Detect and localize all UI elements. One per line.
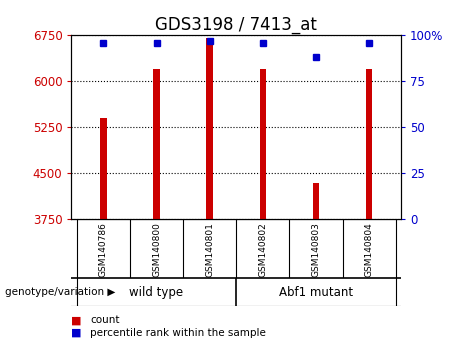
Text: percentile rank within the sample: percentile rank within the sample bbox=[90, 328, 266, 338]
Bar bbox=[100, 118, 106, 219]
Bar bbox=[260, 69, 266, 219]
Text: ■: ■ bbox=[71, 328, 82, 338]
Text: count: count bbox=[90, 315, 119, 325]
Text: genotype/variation ▶: genotype/variation ▶ bbox=[5, 287, 115, 297]
Bar bbox=[154, 69, 160, 219]
Text: Abf1 mutant: Abf1 mutant bbox=[279, 286, 353, 298]
Text: ■: ■ bbox=[71, 315, 82, 325]
Text: wild type: wild type bbox=[130, 286, 183, 298]
Bar bbox=[366, 69, 372, 219]
Text: GSM140804: GSM140804 bbox=[365, 222, 374, 277]
Text: GSM140801: GSM140801 bbox=[205, 222, 214, 277]
Text: GSM140802: GSM140802 bbox=[258, 222, 267, 277]
Text: GSM140786: GSM140786 bbox=[99, 222, 108, 277]
Title: GDS3198 / 7413_at: GDS3198 / 7413_at bbox=[155, 16, 317, 34]
Bar bbox=[313, 183, 319, 219]
Bar bbox=[207, 39, 213, 219]
Text: GSM140803: GSM140803 bbox=[312, 222, 320, 277]
Text: GSM140800: GSM140800 bbox=[152, 222, 161, 277]
